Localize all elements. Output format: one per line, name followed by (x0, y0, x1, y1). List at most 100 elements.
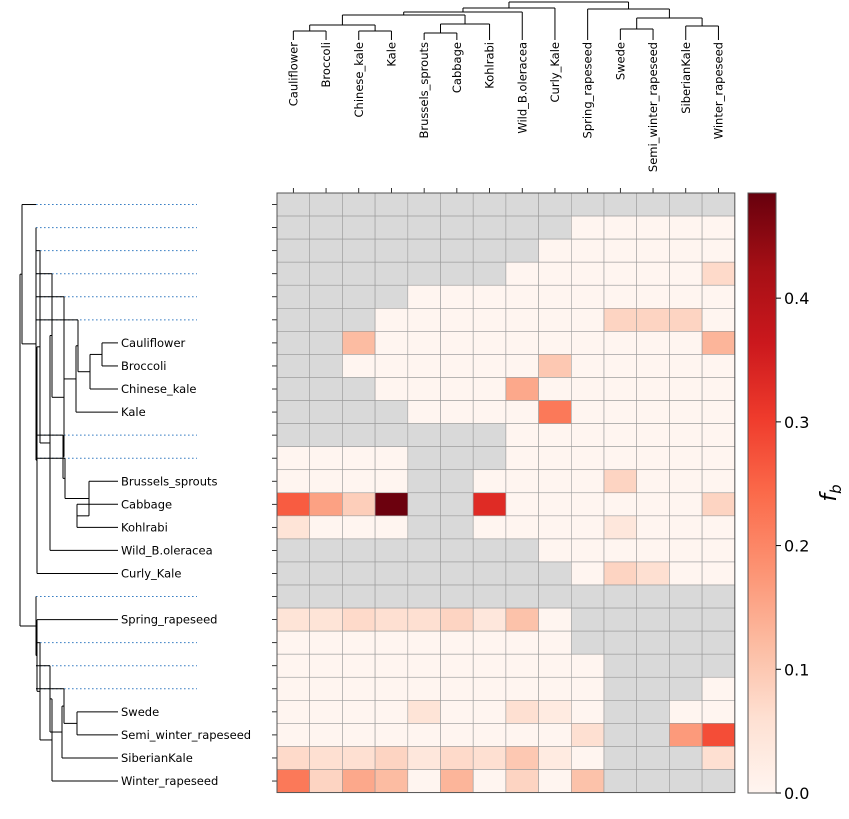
heatmap-cell (374, 446, 409, 471)
row-label-cabbage: Cabbage (121, 497, 172, 511)
heatmap-cell (636, 238, 670, 263)
heatmap-cell (570, 561, 605, 586)
heatmap-cell (342, 630, 376, 655)
heatmap-cell (505, 746, 539, 770)
heatmap-cell (603, 492, 638, 517)
heatmap-cell (636, 515, 670, 540)
heatmap-cell (636, 261, 670, 286)
heatmap-cell (669, 284, 703, 309)
heatmap-cell (669, 653, 703, 678)
heatmap-cell (407, 538, 441, 563)
heatmap-cell (603, 354, 638, 378)
heatmap-cell (342, 538, 376, 563)
heatmap-cell (472, 607, 507, 632)
heatmap-cell (570, 769, 605, 793)
heatmap-cell (276, 515, 311, 540)
heatmap-cell (309, 607, 343, 632)
column-label-winter-rapeseed: Winter_rapeseed (711, 42, 725, 139)
heatmap-cell (440, 653, 474, 678)
heatmap-cell (538, 676, 572, 701)
heatmap-cell (472, 561, 507, 586)
heatmap-cell (440, 769, 474, 793)
heatmap-cell (440, 723, 474, 747)
heatmap-cell (309, 377, 343, 401)
row-label-semi-winter-rapeseed: Semi_winter_rapeseed (121, 728, 251, 742)
heatmap-cell (342, 400, 376, 424)
heatmap-cell (603, 307, 638, 332)
heatmap-cell (570, 446, 605, 471)
heatmap-cell (374, 354, 409, 378)
heatmap-cell (538, 769, 572, 793)
heatmap-cell (603, 746, 638, 770)
heatmap-cell (570, 515, 605, 540)
heatmap-cell (309, 423, 343, 447)
heatmap-cell (276, 192, 311, 217)
heatmap-cell (505, 561, 539, 586)
heatmap-cell (538, 700, 572, 724)
column-label-brussels-sprouts: Brussels_sprouts (417, 42, 431, 139)
heatmap-cell (701, 492, 736, 517)
heatmap-cell (374, 561, 409, 586)
colorbar-tick-label: 0.0 (784, 784, 809, 803)
heatmap-cell (701, 607, 736, 632)
heatmap-frame (276, 192, 736, 794)
heatmap-cell (309, 746, 343, 770)
heatmap-cell (538, 746, 572, 770)
heatmap-cell (505, 723, 539, 747)
heatmap-cell (309, 700, 343, 724)
heatmap-cell (472, 469, 507, 494)
heatmap-cell (472, 769, 507, 793)
heatmap-cell (701, 469, 736, 494)
heatmap-cell (570, 423, 605, 447)
heatmap-cell (440, 515, 474, 540)
heatmap-cell (570, 284, 605, 309)
heatmap-cell (701, 630, 736, 655)
colorbar-tick-label: 0.2 (784, 537, 809, 556)
heatmap-cell (374, 676, 409, 701)
heatmap-cell (669, 561, 703, 586)
heatmap-cell (701, 676, 736, 701)
heatmap-cell (669, 261, 703, 286)
row-labels: Cauliflower Broccoli Chinese_kale Kale Bruss… (121, 204, 277, 788)
heatmap-cell (276, 331, 311, 355)
heatmap-cell (636, 653, 670, 678)
heatmap-cell (669, 238, 703, 263)
heatmap-cell (440, 192, 474, 217)
heatmap-cell (538, 469, 572, 494)
heatmap-cell (342, 307, 376, 332)
heatmap-cell (636, 746, 670, 770)
heatmap-cell (603, 215, 638, 240)
heatmap-cell (342, 284, 376, 309)
heatmap-cell (636, 584, 670, 609)
heatmap-cell (276, 307, 311, 332)
heatmap-cell (440, 238, 474, 263)
heatmap-cell (603, 653, 638, 678)
heatmap-cell (701, 723, 736, 747)
heatmap-cell (701, 653, 736, 678)
heatmap-cell (309, 215, 343, 240)
heatmap-cell (407, 653, 441, 678)
heatmap-cell (505, 446, 539, 471)
column-labels: Cauliflower Broccoli Chinese_kale Kale Bruss… (286, 42, 725, 193)
row-label-spring-rapeseed: Spring_rapeseed (121, 613, 217, 627)
heatmap-cell (309, 354, 343, 378)
heatmap-cell (407, 284, 441, 309)
heatmap-cell (538, 354, 572, 378)
heatmap-cell (669, 469, 703, 494)
heatmap-cell (374, 284, 409, 309)
heatmap-cell (276, 746, 311, 770)
heatmap-cell (669, 700, 703, 724)
heatmap-cell (440, 446, 474, 471)
heatmap-cell (342, 723, 376, 747)
heatmap-cell (407, 607, 441, 632)
heatmap-cell (505, 331, 539, 355)
heatmap-cell (440, 423, 474, 447)
column-label-kohlrabi: Kohlrabi (483, 42, 497, 89)
heatmap-cell (538, 215, 572, 240)
heatmap-cell (309, 192, 343, 217)
heatmap-cell (701, 769, 736, 793)
heatmap-cell (440, 607, 474, 632)
heatmap-cell (374, 515, 409, 540)
heatmap-cell (636, 700, 670, 724)
heatmap-cell (636, 676, 670, 701)
